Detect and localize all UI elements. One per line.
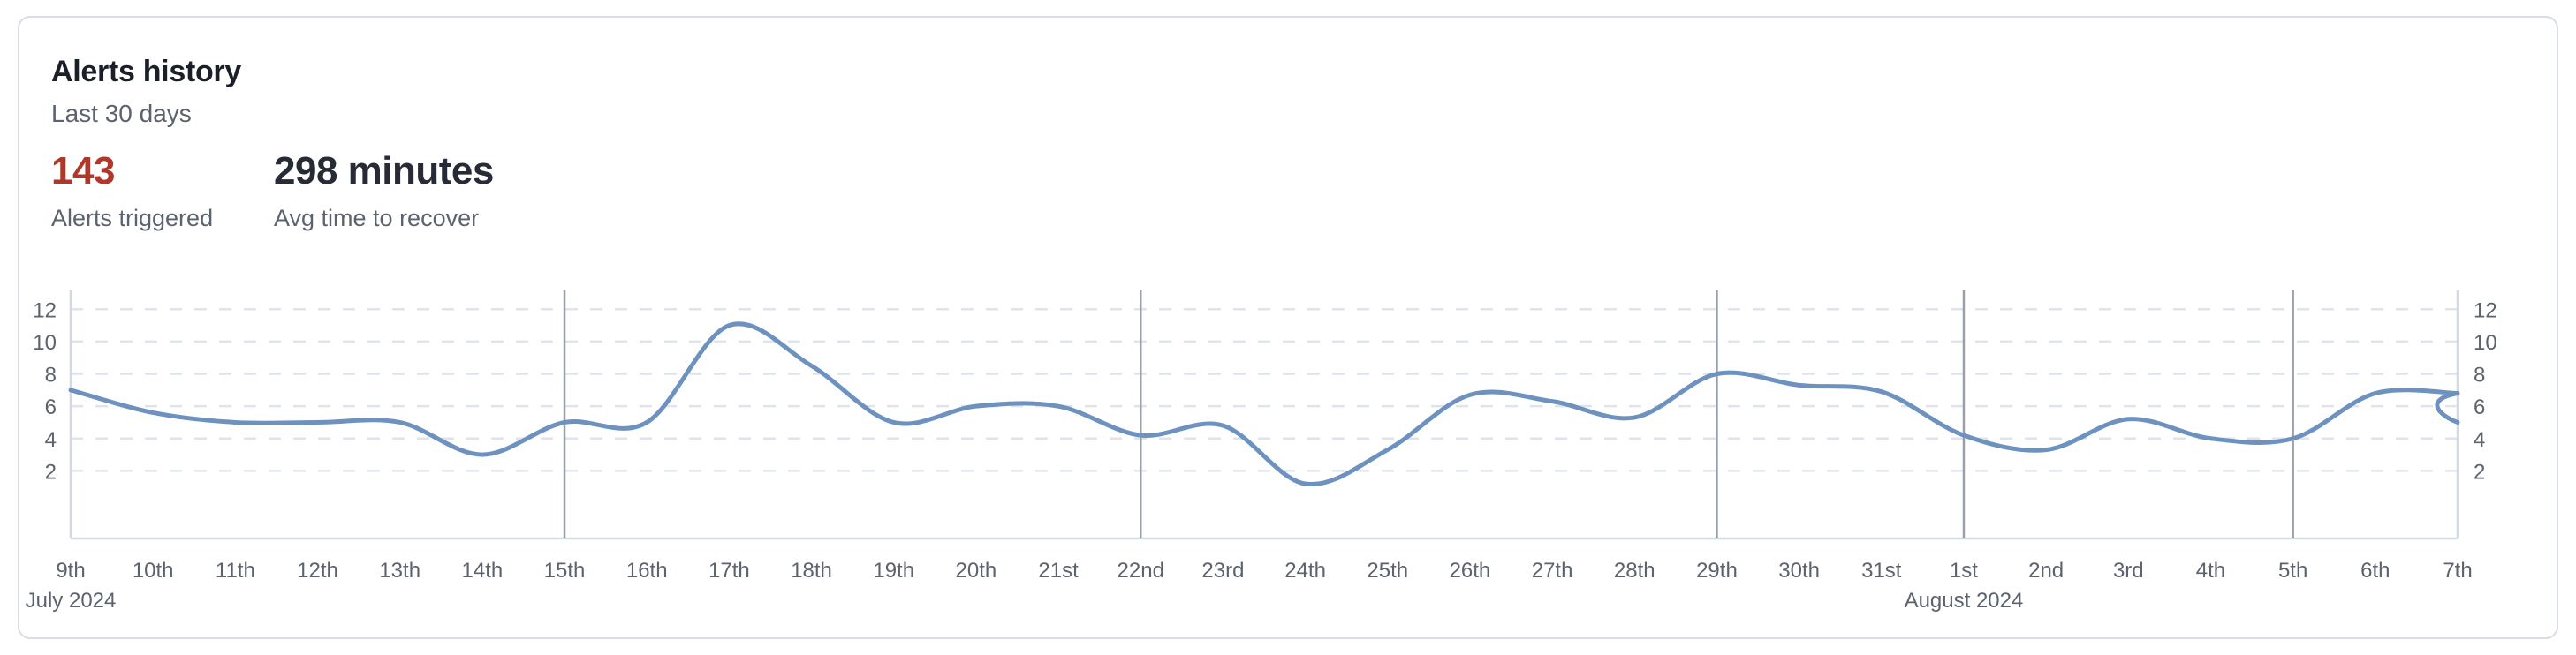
x-axis-tick-label: 13th — [379, 559, 420, 583]
y-axis-tick-label-right: 6 — [2474, 395, 2485, 419]
x-axis-tick-label: 22nd — [1118, 559, 1164, 583]
card-header: Alerts history Last 30 days — [51, 55, 241, 128]
y-axis-tick-label-left: 8 — [45, 364, 57, 388]
y-axis-tick-label-left: 6 — [45, 395, 57, 419]
y-axis-tick-label-left: 10 — [33, 331, 57, 355]
x-axis-month-label: July 2024 — [26, 589, 117, 613]
y-axis-tick-label-right: 8 — [2474, 364, 2485, 388]
x-axis-tick-label: 17th — [708, 559, 750, 583]
series-line — [68, 321, 2460, 487]
x-axis-tick-label: 26th — [1450, 559, 1491, 583]
y-axis-tick-label-right: 10 — [2474, 331, 2497, 355]
x-axis-tick-label: 1st — [1950, 559, 1978, 583]
stat-value-alerts-triggered: 143 — [51, 149, 115, 192]
x-axis-tick-label: 15th — [544, 559, 586, 583]
x-axis-tick-label: 4th — [2196, 559, 2225, 583]
y-axis-tick-label-right: 4 — [2474, 428, 2485, 452]
x-axis-tick-label: 25th — [1367, 559, 1408, 583]
x-axis-tick-label: 27th — [1532, 559, 1573, 583]
stat-avg-time-to-recover: 298 minutes Avg time to recover — [274, 149, 494, 232]
y-axis-tick-label-left: 4 — [45, 428, 57, 452]
x-axis-tick-label: 12th — [297, 559, 338, 583]
y-axis-tick-label-right: 12 — [2474, 298, 2497, 322]
x-axis-tick-label: 3rd — [2113, 559, 2144, 583]
stat-label-avg-time-to-recover: Avg time to recover — [274, 205, 480, 232]
x-axis-tick-label: 2nd — [2028, 559, 2064, 583]
x-axis-tick-label: 10th — [133, 559, 174, 583]
x-axis-tick-label: 23rd — [1201, 559, 1244, 583]
y-axis-tick-label-left: 12 — [33, 298, 57, 322]
x-axis-tick-label: 29th — [1696, 559, 1738, 583]
x-axis-month-label: August 2024 — [1905, 589, 2024, 613]
stats-row: 143 Alerts triggered 298 minutes Avg tim… — [51, 149, 494, 232]
x-axis-tick-label: 11th — [216, 559, 255, 583]
y-axis-tick-label-left: 2 — [45, 460, 57, 484]
x-axis-tick-label: 21st — [1038, 559, 1079, 583]
x-axis-tick-label: 31st — [1861, 559, 1902, 583]
x-axis-tick-label: 20th — [956, 559, 997, 583]
x-axis-tick-label: 7th — [2443, 559, 2472, 583]
x-axis-tick-label: 6th — [2360, 559, 2390, 583]
x-axis-tick-label: 19th — [873, 559, 914, 583]
page-title: Alerts history — [51, 55, 241, 88]
x-axis-tick-label: 5th — [2278, 559, 2307, 583]
x-axis-tick-label: 9th — [56, 559, 85, 583]
stat-value-avg-time-to-recover: 298 minutes — [274, 149, 494, 192]
x-axis-tick-label: 14th — [462, 559, 504, 583]
alerts-history-card: Alerts history Last 30 days 143 Alerts t… — [18, 16, 2558, 639]
stat-label-alerts-triggered: Alerts triggered — [51, 205, 214, 232]
x-axis-tick-label: 16th — [626, 559, 668, 583]
x-axis-tick-label: 24th — [1284, 559, 1326, 583]
x-axis-tick-label: 18th — [791, 559, 832, 583]
card-subtitle: Last 30 days — [51, 100, 192, 128]
alerts-history-chart: 2 2 4 4 6 6 8 8 10 10 12 12 9th 10th 11th 12th 13th 14th 1… — [19, 282, 2557, 636]
chart-svg: 2 2 4 4 6 6 8 8 10 10 12 12 9th 10th 11th 12th 13th 14th 1… — [26, 290, 2497, 613]
stat-alerts-triggered: 143 Alerts triggered — [51, 149, 274, 232]
x-axis-tick-label: 30th — [1778, 559, 1820, 583]
y-axis-tick-label-right: 2 — [2474, 460, 2485, 484]
x-axis-tick-label: 28th — [1614, 559, 1655, 583]
